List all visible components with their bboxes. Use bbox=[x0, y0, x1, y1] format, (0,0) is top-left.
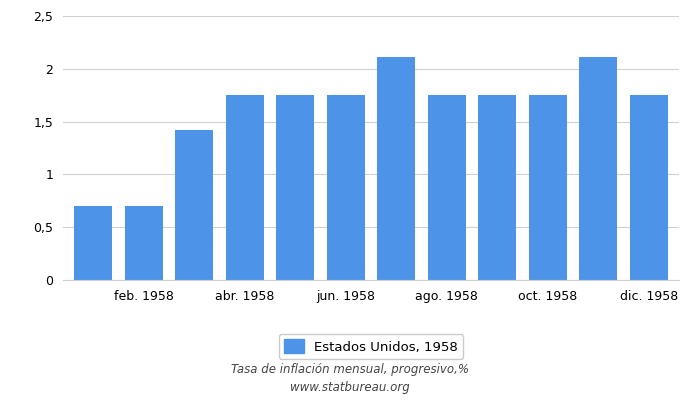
Legend: Estados Unidos, 1958: Estados Unidos, 1958 bbox=[279, 334, 463, 359]
Bar bbox=[377, 57, 415, 280]
Bar bbox=[276, 95, 314, 280]
Bar bbox=[428, 95, 466, 280]
Bar bbox=[580, 57, 617, 280]
Bar bbox=[226, 95, 264, 280]
Bar bbox=[478, 95, 516, 280]
Bar bbox=[175, 130, 214, 280]
Bar bbox=[125, 206, 162, 280]
Text: Tasa de inflación mensual, progresivo,%: Tasa de inflación mensual, progresivo,% bbox=[231, 364, 469, 376]
Bar bbox=[74, 206, 112, 280]
Text: www.statbureau.org: www.statbureau.org bbox=[290, 381, 410, 394]
Bar bbox=[327, 95, 365, 280]
Bar bbox=[630, 95, 668, 280]
Bar bbox=[528, 95, 567, 280]
